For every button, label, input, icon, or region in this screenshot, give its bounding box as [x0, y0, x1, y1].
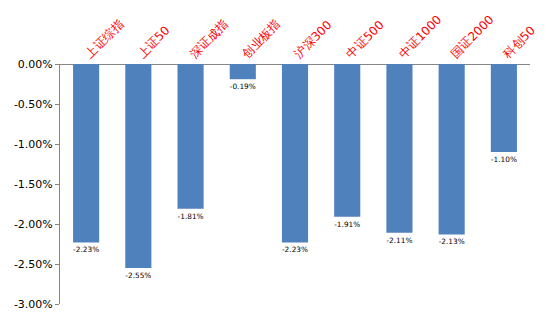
svg-text:中证500: 中证500 [344, 18, 387, 61]
svg-text:创业板指: 创业板指 [239, 17, 283, 61]
svg-text:-2.00%: -2.00% [14, 218, 53, 231]
svg-text:沪深300: 沪深300 [291, 18, 334, 61]
svg-text:-1.10%: -1.10% [491, 155, 517, 164]
svg-text:-2.11%: -2.11% [386, 236, 412, 245]
svg-text:上证50: 上证50 [135, 23, 173, 61]
svg-text:-1.00%: -1.00% [14, 138, 53, 151]
svg-text:-1.91%: -1.91% [334, 220, 360, 229]
svg-text:-2.23%: -2.23% [73, 245, 99, 254]
svg-text:中证1000: 中证1000 [396, 12, 444, 60]
svg-text:0.00%: 0.00% [18, 58, 53, 71]
svg-text:-2.50%: -2.50% [14, 258, 53, 271]
svg-text:-1.50%: -1.50% [14, 178, 53, 191]
svg-text:科创50: 科创50 [500, 23, 538, 61]
svg-text:-2.13%: -2.13% [439, 237, 465, 246]
svg-text:深证成指: 深证成指 [187, 17, 231, 61]
svg-text:国证2000: 国证2000 [448, 12, 496, 60]
svg-text:-2.55%: -2.55% [125, 271, 151, 280]
svg-text:-1.81%: -1.81% [178, 212, 204, 221]
svg-text:-0.50%: -0.50% [14, 98, 53, 111]
svg-text:-2.23%: -2.23% [282, 245, 308, 254]
svg-text:-3.00%: -3.00% [14, 298, 53, 311]
svg-text:上证综指: 上证综指 [83, 17, 127, 61]
svg-text:-0.19%: -0.19% [230, 82, 256, 91]
